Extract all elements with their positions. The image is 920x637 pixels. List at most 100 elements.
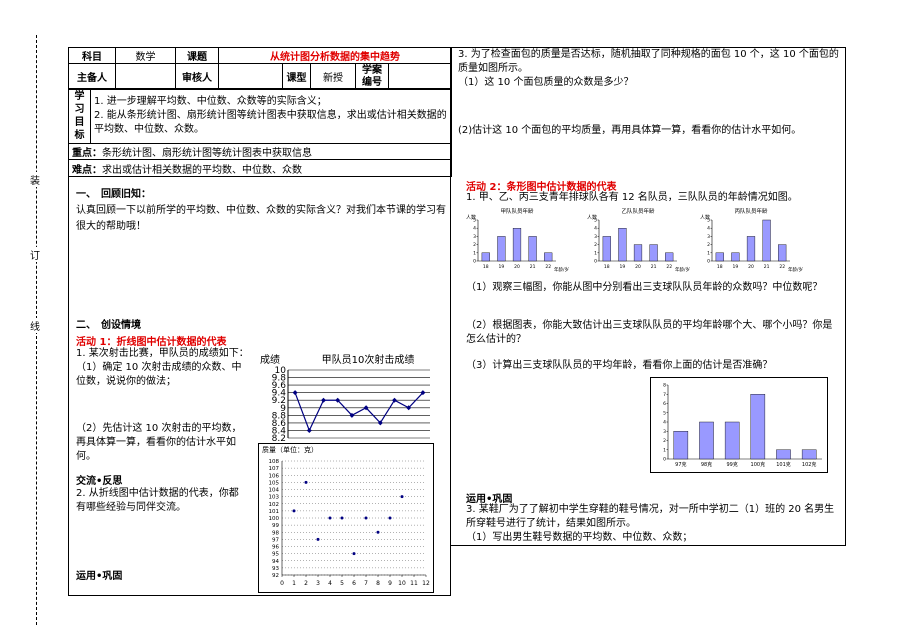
data-point: [349, 412, 355, 418]
x-tick-label: 2: [304, 580, 308, 587]
bar: [776, 449, 791, 460]
bar-chart: 0 1 2 3 4 5 6 7 8 97克 98克 99克 100克 101克 102克: [650, 377, 828, 473]
bar: [724, 421, 740, 460]
x-tick-label: 7: [364, 580, 368, 587]
x-tick-label: 102克: [802, 462, 817, 468]
row: 学习目标 1. 进一步理解平均数、中位数、众数等的实际含义； 2. 能从条形统计…: [68, 88, 452, 144]
data-point: [340, 516, 344, 520]
y-tick-label: 92: [272, 573, 279, 579]
data-point: [335, 397, 341, 403]
data-point: [376, 530, 380, 534]
x-tick-label: 8: [376, 580, 380, 587]
bar: [497, 236, 506, 262]
chart-title: 乙队队员年龄: [621, 207, 655, 215]
paragraph: (2)估计这 10 个面包的平均质量，再用具体算一算，看看你的估计水平如何。: [458, 125, 802, 136]
paragraph: （3）计算出三支球队队员的平均年龄，看看你上面的估计是否准确？: [466, 360, 773, 371]
x-tick-label: 21: [651, 264, 657, 270]
bar: [481, 252, 490, 262]
y-tick-label: 101: [269, 509, 280, 515]
data-line: [294, 392, 424, 432]
y-tick-label: 8.2: [272, 434, 286, 442]
bar: [633, 244, 643, 262]
y-tick-label: 1: [594, 250, 597, 256]
chart-title: 甲队队员年龄: [500, 207, 534, 215]
x-tick-label: 18: [604, 264, 610, 270]
x-tick-label: 101克: [776, 462, 791, 468]
goal: 1. 进一步理解平均数、中位数、众数等的实际含义；: [94, 96, 327, 107]
y-tick-label: 6: [663, 401, 666, 407]
section-title: 运用•巩固: [76, 571, 123, 582]
cell: 学习目标: [68, 88, 91, 144]
x-tick-label: 19: [620, 264, 626, 270]
data-point: [321, 397, 326, 403]
cell: 课型: [282, 63, 311, 90]
paragraph: （1）观察三幅图，你能从图中分别看出三支球队队员年龄的众数吗？中位数呢？: [466, 282, 823, 293]
cell: [387, 63, 453, 90]
paragraph: 3. 某鞋厂为了了解初中学生穿鞋的鞋号情况，对一所中学初二（1）班的 20 名男…: [466, 504, 835, 529]
y-tick-label: 3: [707, 234, 710, 240]
y-tick-label: 5: [707, 218, 710, 224]
x-tick-label: 21: [530, 264, 536, 270]
goal: 2. 能从条形统计图、扇形统计图等统计图表中获取信息，求出或估计相关数据的平均数…: [94, 110, 447, 135]
cell: 学案编号: [355, 63, 389, 90]
x-tick-label: 1: [292, 580, 296, 587]
cell: 课题: [175, 47, 219, 64]
x-tick-label: 21: [764, 264, 770, 270]
y-tick-label: 100: [269, 516, 280, 522]
y-tick-label: 5: [594, 218, 597, 224]
paragraph: （2）根据图表，你能大致估计出三支球队队员的平均年龄哪个大、哪个小吗？你是怎么估…: [466, 320, 833, 345]
y-tick-label: 2: [594, 242, 597, 248]
y-axis-label: 成绩: [260, 354, 280, 366]
data-point: [328, 516, 332, 520]
cell: [218, 63, 283, 90]
y-tick-label: 0: [707, 259, 710, 265]
cell: 审核人: [175, 63, 219, 90]
y-tick-label: 9: [280, 404, 286, 414]
y-tick-label: 95: [272, 552, 279, 558]
bar: [750, 394, 766, 460]
data-point: [292, 390, 298, 396]
x-tick-label: 18: [717, 264, 723, 270]
y-tick-label: 1: [473, 250, 476, 256]
x-tick-label: 19: [733, 264, 739, 270]
bar: [512, 228, 522, 262]
cell: 主备人: [68, 63, 116, 90]
row: 主备人 审核人 课型 新授 学案编号: [68, 63, 453, 90]
header-table: 科目 数学 课题 从统计图分析数据的集中趋势 主备人 审核人 课型 新授 学案编…: [68, 47, 453, 90]
y-tick-label: 8.6: [272, 419, 287, 429]
y-tick-label: 108: [269, 459, 280, 465]
binding-mark: 装: [30, 172, 40, 187]
bar: [544, 252, 553, 262]
y-tick-label: 104: [269, 488, 280, 494]
y-tick-label: 4: [594, 226, 597, 232]
y-tick-label: 7: [663, 392, 666, 398]
y-tick-label: 4: [473, 226, 476, 232]
paragraph: 3. 为了检查面包的质量是否达标，随机抽取了同种规格的面包 10 个，这 10 …: [458, 49, 839, 74]
binding-mark: 订: [30, 247, 40, 262]
x-tick-label: 22: [666, 264, 672, 270]
bar: [715, 252, 724, 262]
y-tick-label: 9.6: [272, 381, 287, 391]
cell: 数学: [115, 47, 176, 64]
x-tick-label: 22: [545, 264, 551, 270]
x-tick-label: 6: [352, 580, 356, 587]
data-point: [400, 495, 404, 499]
x-axis-label: 年龄/岁: [788, 266, 803, 273]
data-point: [377, 420, 383, 426]
bar: [673, 431, 689, 460]
x-tick-label: 19: [499, 264, 505, 270]
y-tick-label: 2: [663, 438, 666, 444]
cell: 重点：条形统计图、扇形统计图等统计图表中获取信息: [68, 143, 452, 160]
x-tick-label: 22: [779, 264, 785, 270]
row: 科目 数学 课题 从统计图分析数据的集中趋势: [68, 47, 453, 64]
data-point: [316, 537, 320, 541]
x-tick-label: 20: [635, 264, 641, 270]
x-tick-label: 100克: [751, 462, 766, 468]
y-tick-label: 5: [473, 218, 476, 224]
y-tick-label: 98: [272, 530, 279, 536]
x-tick-label: 3: [316, 580, 320, 587]
y-tick-label: 4: [707, 226, 710, 232]
y-tick-label: 0: [473, 259, 476, 265]
